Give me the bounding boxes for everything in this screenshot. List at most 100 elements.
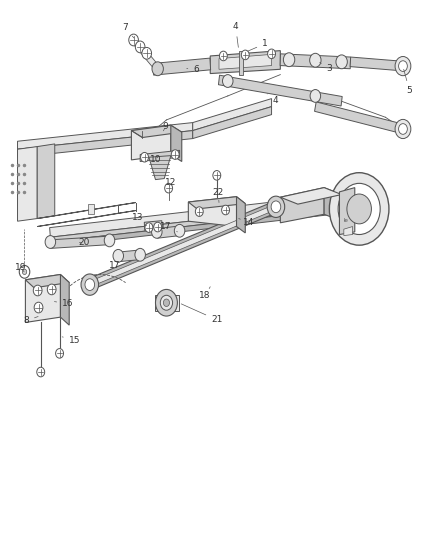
Circle shape — [283, 53, 295, 67]
Polygon shape — [88, 204, 94, 214]
Circle shape — [329, 173, 389, 245]
Text: 6: 6 — [187, 65, 199, 74]
Circle shape — [135, 248, 145, 261]
Circle shape — [85, 279, 95, 290]
Polygon shape — [188, 197, 245, 209]
Text: 12: 12 — [165, 179, 177, 187]
Circle shape — [347, 194, 371, 224]
Circle shape — [152, 62, 163, 76]
Polygon shape — [219, 54, 272, 69]
Polygon shape — [144, 221, 162, 231]
Text: 18: 18 — [199, 287, 211, 300]
Circle shape — [165, 183, 173, 193]
Polygon shape — [344, 227, 353, 236]
Polygon shape — [280, 54, 350, 69]
Polygon shape — [153, 58, 211, 75]
Circle shape — [223, 75, 233, 87]
Polygon shape — [37, 144, 55, 219]
Polygon shape — [140, 150, 180, 161]
Polygon shape — [237, 197, 245, 233]
Circle shape — [399, 61, 407, 71]
Polygon shape — [87, 204, 277, 288]
Polygon shape — [239, 51, 243, 75]
Polygon shape — [280, 188, 324, 223]
Polygon shape — [50, 205, 329, 242]
Circle shape — [171, 150, 179, 159]
Circle shape — [33, 285, 42, 296]
Circle shape — [22, 269, 27, 274]
Circle shape — [213, 171, 221, 180]
Circle shape — [113, 249, 124, 262]
Polygon shape — [131, 125, 182, 138]
Circle shape — [81, 274, 99, 295]
Polygon shape — [25, 274, 69, 288]
Text: 5: 5 — [404, 69, 413, 95]
Text: 19: 19 — [15, 263, 27, 272]
Polygon shape — [86, 201, 278, 290]
Text: 17: 17 — [160, 222, 177, 232]
Text: 1: 1 — [248, 39, 268, 51]
Circle shape — [45, 236, 56, 248]
Circle shape — [145, 223, 153, 232]
Circle shape — [135, 41, 145, 53]
Polygon shape — [37, 203, 136, 219]
Text: 8: 8 — [23, 317, 38, 325]
Text: 10: 10 — [150, 156, 161, 164]
Text: 4: 4 — [233, 22, 238, 47]
Polygon shape — [51, 210, 329, 247]
Polygon shape — [18, 131, 193, 157]
Circle shape — [104, 234, 115, 247]
Polygon shape — [339, 188, 355, 235]
Circle shape — [34, 302, 43, 313]
Polygon shape — [314, 102, 404, 134]
Polygon shape — [324, 188, 342, 221]
Circle shape — [395, 56, 411, 76]
Circle shape — [268, 49, 276, 59]
Circle shape — [174, 224, 185, 237]
Circle shape — [310, 53, 321, 67]
Polygon shape — [49, 196, 328, 237]
Text: 4: 4 — [267, 94, 278, 104]
Polygon shape — [50, 236, 110, 248]
Polygon shape — [156, 226, 180, 238]
Circle shape — [141, 152, 148, 162]
Circle shape — [338, 183, 380, 235]
Circle shape — [399, 124, 407, 134]
Polygon shape — [188, 197, 237, 227]
Text: 14: 14 — [239, 219, 254, 227]
Circle shape — [271, 201, 281, 213]
Polygon shape — [131, 125, 171, 160]
Polygon shape — [132, 38, 159, 71]
Polygon shape — [219, 75, 342, 106]
Polygon shape — [171, 125, 182, 161]
Circle shape — [19, 265, 30, 278]
Text: le: le — [343, 217, 349, 223]
Circle shape — [129, 34, 138, 46]
Circle shape — [47, 284, 56, 295]
Circle shape — [152, 225, 162, 238]
Polygon shape — [60, 274, 69, 325]
Polygon shape — [193, 99, 272, 131]
Text: 22: 22 — [212, 189, 224, 203]
Text: 20: 20 — [78, 238, 90, 247]
Text: 16: 16 — [54, 300, 74, 308]
Circle shape — [195, 207, 203, 216]
Polygon shape — [193, 107, 272, 139]
Polygon shape — [149, 156, 171, 180]
Circle shape — [160, 295, 173, 310]
Circle shape — [56, 349, 64, 358]
Circle shape — [154, 222, 162, 232]
Polygon shape — [118, 250, 141, 262]
Polygon shape — [350, 57, 403, 71]
Text: 21: 21 — [181, 304, 223, 324]
Circle shape — [336, 55, 347, 69]
Polygon shape — [37, 211, 136, 227]
Circle shape — [267, 196, 285, 217]
Polygon shape — [18, 123, 193, 149]
Polygon shape — [155, 295, 179, 311]
Circle shape — [142, 47, 152, 59]
Polygon shape — [280, 188, 342, 204]
Circle shape — [395, 119, 411, 139]
Circle shape — [163, 299, 170, 306]
Circle shape — [155, 289, 177, 316]
